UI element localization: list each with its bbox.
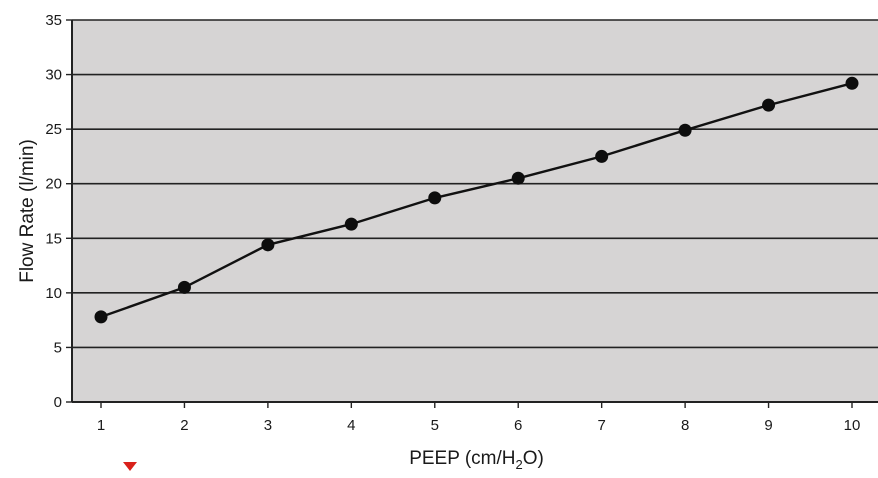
- x-tick-label: 9: [764, 417, 772, 434]
- data-point-8: [678, 123, 692, 137]
- y-tick-label: 0: [54, 394, 62, 411]
- y-axis-tick-labels: 0 5 10 15 20 25 30 35: [45, 12, 72, 411]
- x-axis-tick-labels: 1 2 3 4 5 6 7 8 9 10: [97, 402, 861, 434]
- data-points: [94, 76, 859, 324]
- y-tick-label: 35: [45, 12, 62, 29]
- data-point-6: [511, 171, 525, 185]
- x-tick-label: 4: [347, 417, 355, 434]
- x-tick-label: 5: [431, 417, 439, 434]
- x-tick-label: 1: [97, 417, 105, 434]
- series-line: [100, 82, 853, 319]
- red-down-triangle-icon: [123, 462, 137, 471]
- data-point-1: [94, 310, 108, 324]
- y-tick-label: 30: [45, 67, 62, 84]
- x-tick-label: 2: [180, 417, 188, 434]
- data-point-2: [177, 280, 191, 294]
- data-point-5: [428, 191, 442, 205]
- data-point-9: [762, 98, 776, 112]
- y-tick-label: 10: [45, 285, 62, 302]
- x-tick-label: 6: [514, 417, 522, 434]
- x-tick-label: 8: [681, 417, 689, 434]
- x-axis-title-subscript: 2: [515, 457, 522, 472]
- data-point-7: [595, 149, 609, 163]
- gridlines: [71, 19, 878, 403]
- x-axis-title-suffix: O): [523, 448, 544, 469]
- x-tick-label: 3: [264, 417, 272, 434]
- x-axis-title-main: PEEP (cm/H: [409, 448, 515, 469]
- data-point-4: [344, 217, 358, 231]
- x-tick-label: 10: [844, 417, 861, 434]
- y-tick-label: 15: [45, 230, 62, 247]
- plot-area: [72, 20, 878, 402]
- x-axis-title: PEEP (cm/H2O): [409, 448, 544, 472]
- y-tick-label: 25: [45, 121, 62, 138]
- data-point-3: [261, 238, 275, 252]
- y-axis-title: Flow Rate (l/min): [17, 139, 38, 283]
- x-tick-label: 7: [597, 417, 605, 434]
- y-tick-label: 20: [45, 176, 62, 193]
- y-tick-label: 5: [54, 339, 62, 356]
- data-point-10: [845, 76, 859, 90]
